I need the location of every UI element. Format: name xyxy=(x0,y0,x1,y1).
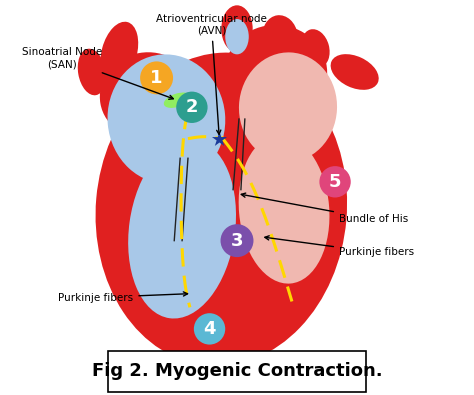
Ellipse shape xyxy=(164,92,191,108)
Ellipse shape xyxy=(128,139,236,318)
Ellipse shape xyxy=(221,5,253,53)
Ellipse shape xyxy=(96,53,347,366)
Ellipse shape xyxy=(108,55,225,184)
Text: Fig 2. Myogenic Contraction.: Fig 2. Myogenic Contraction. xyxy=(91,362,383,380)
FancyBboxPatch shape xyxy=(108,351,366,393)
Text: 2: 2 xyxy=(186,98,198,116)
Circle shape xyxy=(176,92,208,123)
Text: 1: 1 xyxy=(150,69,163,87)
Ellipse shape xyxy=(331,54,379,90)
Ellipse shape xyxy=(100,52,194,139)
Text: 3: 3 xyxy=(231,231,243,250)
Text: Purkinje fibers: Purkinje fibers xyxy=(58,292,188,303)
Circle shape xyxy=(194,313,225,344)
Text: Sinoatrial Node
(SAN): Sinoatrial Node (SAN) xyxy=(22,47,173,99)
Ellipse shape xyxy=(263,15,298,58)
Ellipse shape xyxy=(239,53,337,162)
Circle shape xyxy=(220,224,254,257)
Point xyxy=(216,135,223,142)
Circle shape xyxy=(140,61,173,94)
Ellipse shape xyxy=(225,25,327,119)
Ellipse shape xyxy=(301,29,329,68)
Text: Bundle of His: Bundle of His xyxy=(241,193,408,224)
Ellipse shape xyxy=(78,49,106,95)
Ellipse shape xyxy=(239,135,329,284)
Text: Atrioventricular node
(AVN): Atrioventricular node (AVN) xyxy=(156,14,267,134)
Text: 5: 5 xyxy=(329,173,341,191)
Text: Purkinje fibers: Purkinje fibers xyxy=(265,236,414,258)
Text: 4: 4 xyxy=(203,320,216,338)
Ellipse shape xyxy=(225,19,249,55)
Ellipse shape xyxy=(100,22,138,83)
Circle shape xyxy=(319,166,351,198)
